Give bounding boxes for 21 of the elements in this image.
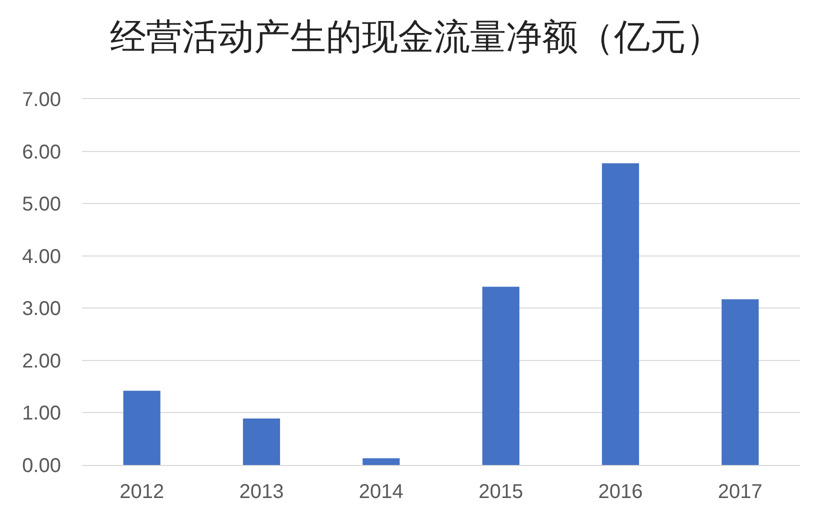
y-tick-label: 2.00 bbox=[22, 350, 61, 372]
y-tick-label: 6.00 bbox=[22, 141, 61, 164]
y-tick-label: 5.00 bbox=[22, 194, 61, 216]
y-tick-label: 3.00 bbox=[22, 298, 61, 320]
bar bbox=[123, 390, 160, 465]
x-tick-label: 2016 bbox=[598, 481, 643, 504]
y-tick-label: 4.00 bbox=[22, 246, 61, 268]
x-tick-label: 2015 bbox=[478, 481, 524, 504]
x-tick-label: 2013 bbox=[239, 481, 284, 504]
x-tick-label: 2012 bbox=[120, 481, 164, 504]
y-tick-label: 0.00 bbox=[22, 455, 61, 477]
bar bbox=[242, 418, 280, 465]
bar bbox=[602, 163, 640, 465]
bar bbox=[722, 299, 759, 465]
y-tick-label: 1.00 bbox=[22, 402, 61, 425]
x-tick-label: 2014 bbox=[358, 481, 404, 504]
bar bbox=[362, 458, 400, 465]
chart-title: 经营活动产生的现金流量净额（亿元） bbox=[110, 16, 722, 58]
x-tick-label: 2017 bbox=[718, 481, 762, 504]
y-tick-label: 7.00 bbox=[22, 89, 61, 111]
bar bbox=[482, 286, 520, 465]
